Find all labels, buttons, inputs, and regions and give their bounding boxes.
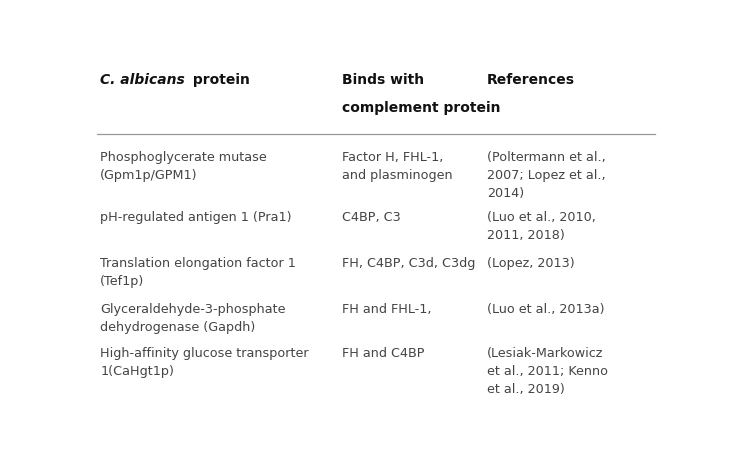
Text: FH and FHL-1,: FH and FHL-1, [342, 303, 432, 316]
Text: FH and C4BP: FH and C4BP [342, 347, 424, 360]
Text: (Luo et al., 2010,
2011, 2018): (Luo et al., 2010, 2011, 2018) [487, 211, 596, 242]
Text: FH, C4BP, C3d, C3dg: FH, C4BP, C3d, C3dg [342, 257, 476, 270]
Text: (Lesiak-Markowicz
et al., 2011; Kenno
et al., 2019): (Lesiak-Markowicz et al., 2011; Kenno et… [487, 347, 608, 396]
Text: pH-regulated antigen 1 (Pra1): pH-regulated antigen 1 (Pra1) [101, 211, 292, 224]
Text: Phosphoglycerate mutase
(Gpm1p/GPM1): Phosphoglycerate mutase (Gpm1p/GPM1) [101, 151, 267, 182]
Text: Binds with: Binds with [342, 74, 424, 87]
Text: complement protein: complement protein [342, 101, 501, 115]
Text: (Poltermann et al.,
2007; Lopez et al.,
2014): (Poltermann et al., 2007; Lopez et al., … [487, 151, 606, 200]
Text: References: References [487, 74, 575, 87]
Text: Glyceraldehyde-3-phosphate
dehydrogenase (Gapdh): Glyceraldehyde-3-phosphate dehydrogenase… [101, 303, 286, 334]
Text: C4BP, C3: C4BP, C3 [342, 211, 401, 224]
Text: (Lopez, 2013): (Lopez, 2013) [487, 257, 575, 270]
Text: High-affinity glucose transporter
1(CaHgt1p): High-affinity glucose transporter 1(CaHg… [101, 347, 309, 378]
Text: C. albicans: C. albicans [101, 74, 185, 87]
Text: Translation elongation factor 1
(Tef1p): Translation elongation factor 1 (Tef1p) [101, 257, 296, 288]
Text: Factor H, FHL-1,
and plasminogen: Factor H, FHL-1, and plasminogen [342, 151, 453, 182]
Text: protein: protein [189, 74, 250, 87]
Text: (Luo et al., 2013a): (Luo et al., 2013a) [487, 303, 605, 316]
